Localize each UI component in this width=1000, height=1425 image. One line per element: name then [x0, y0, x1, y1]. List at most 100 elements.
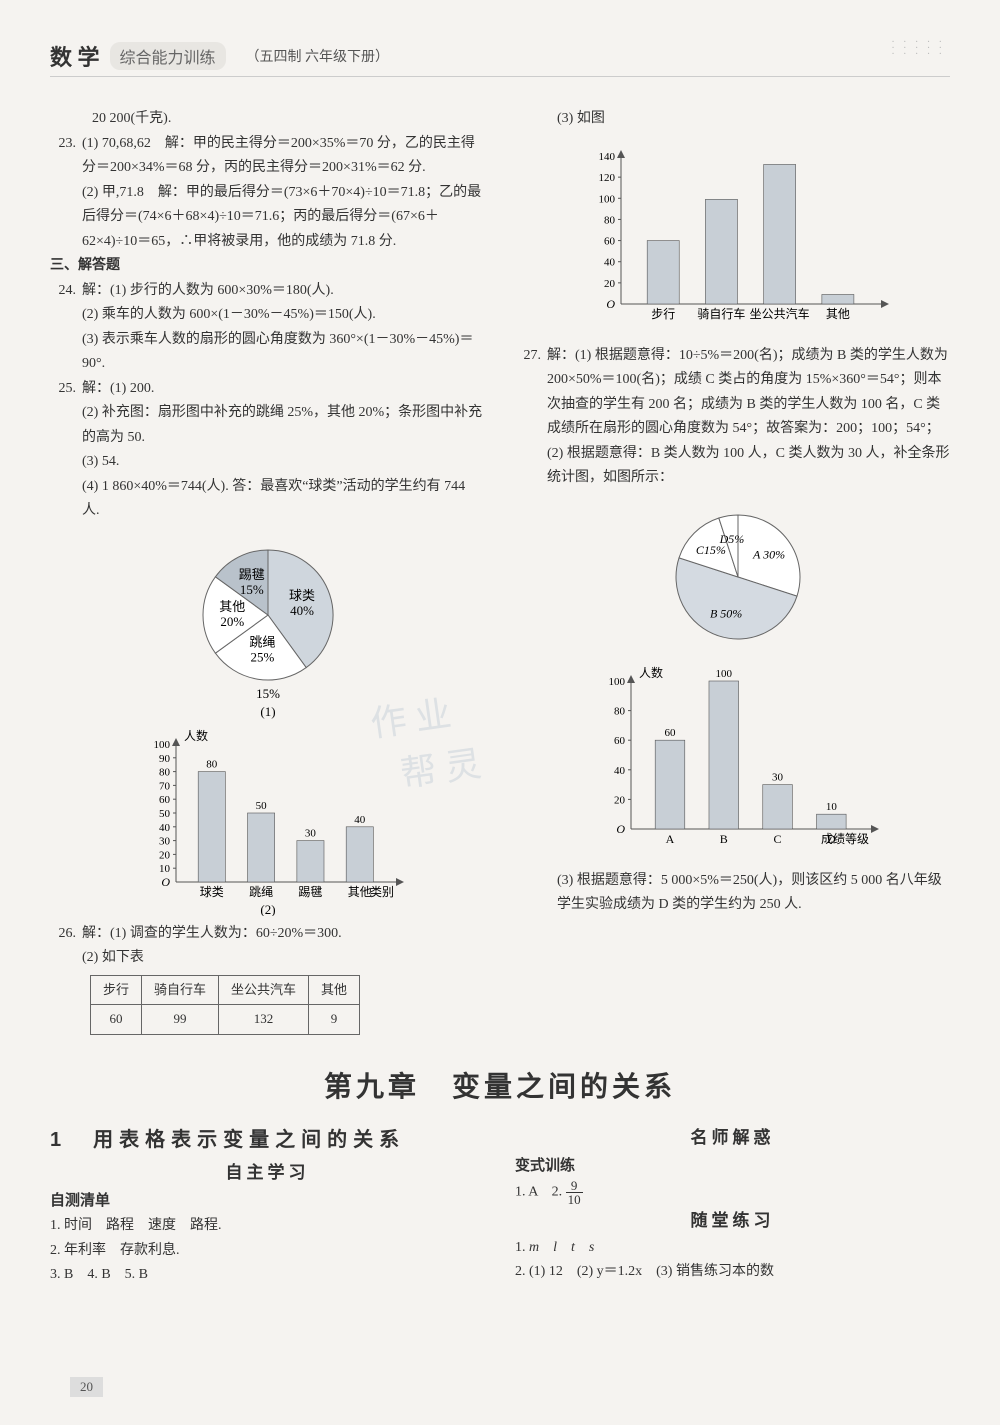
st1: 1. m l t s [515, 1236, 950, 1261]
q25-a: 解：(1) 200. [82, 377, 485, 402]
question-25: 25. 解：(1) 200. (2) 补充图：扇形图中补充的跳绳 25%，其他 … [50, 377, 485, 524]
table-header: 步行 [91, 975, 142, 1005]
svg-text:球类: 球类 [199, 885, 223, 899]
suitang-heading: 随堂练习 [515, 1206, 950, 1236]
page-header: 数 学 综合能力训练 （五四制 六年级下册） [50, 40, 950, 77]
svg-text:A 30%: A 30% [752, 547, 785, 561]
svg-text:人数: 人数 [639, 665, 663, 680]
svg-text:(2): (2) [260, 902, 275, 916]
q24-c: (3) 表示乘车人数的扇形的圆心角度数为 360°×(1－30%－45%)＝90… [82, 328, 485, 377]
svg-text:A: A [665, 832, 674, 846]
chapter-title: 第九章 变量之间的关系 [50, 1065, 950, 1105]
bl1: 1. 时间 路程 速度 路程. [50, 1214, 485, 1239]
svg-text:15%: 15% [239, 582, 263, 597]
q24-a: 解：(1) 步行的人数为 600×30%＝180(人). [82, 279, 485, 304]
q27-pie-chart: A 30%B 50%C15%D5% [643, 497, 823, 657]
svg-text:10: 10 [825, 801, 837, 813]
st1-num: 1. [515, 1240, 529, 1255]
svg-text:40: 40 [159, 821, 171, 833]
svg-text:100: 100 [608, 676, 625, 688]
table-header: 坐公共汽车 [219, 975, 309, 1005]
q26-bar-chart: 20406080100120140O步行骑自行车坐公共汽车其他 [573, 138, 893, 338]
svg-text:20: 20 [159, 849, 171, 861]
q26-num: 26. [50, 922, 82, 971]
svg-text:其他: 其他 [219, 599, 245, 614]
st2: 2. (1) 12 (2) y＝1.2x (3) 销售练习本的数 [515, 1260, 950, 1285]
bottom-columns: 1 用表格表示变量之间的关系 自主学习 自测清单 1. 时间 路程 速度 路程.… [50, 1123, 950, 1288]
svg-text:踢毽: 踢毽 [298, 885, 322, 899]
frac-num: 9 [566, 1179, 583, 1193]
svg-text:跳绳: 跳绳 [249, 885, 273, 899]
svg-text:70: 70 [159, 780, 171, 792]
bl2: 2. 年利率 存款利息. [50, 1239, 485, 1264]
q25-d: (4) 1 860×40%＝744(人). 答：最喜欢“球类”活动的学生约有 7… [82, 475, 485, 524]
bs1a: 1. A 2. [515, 1185, 566, 1200]
svg-text:10: 10 [159, 863, 171, 875]
svg-text:120: 120 [598, 172, 615, 184]
svg-text:跳绳: 跳绳 [249, 634, 275, 649]
svg-text:O: O [606, 297, 615, 311]
svg-text:骑自行车: 骑自行车 [697, 306, 745, 321]
svg-text:80: 80 [614, 705, 626, 717]
book-title: 综合能力训练 [110, 42, 226, 70]
mingshi-heading: 名师解惑 [515, 1123, 950, 1153]
svg-text:40%: 40% [290, 602, 314, 617]
svg-text:60: 60 [664, 727, 676, 739]
svg-text:60: 60 [614, 735, 626, 747]
svg-text:50: 50 [159, 808, 171, 820]
table-cell: 9 [309, 1005, 360, 1035]
bottom-left: 1 用表格表示变量之间的关系 自主学习 自测清单 1. 时间 路程 速度 路程.… [50, 1123, 485, 1288]
svg-text:100: 100 [715, 668, 732, 680]
svg-text:100: 100 [153, 739, 170, 751]
q27-num: 27. [515, 344, 547, 491]
question-23: 23. (1) 70,68,62 解：甲的民主得分＝200×35%＝70 分，乙… [50, 132, 485, 255]
q26-a: 解：(1) 调查的学生人数为：60÷20%＝300. [82, 922, 485, 947]
svg-text:140: 140 [598, 151, 615, 163]
svg-text:C: C [773, 832, 781, 846]
q27-bar-chart: 20406080100O人数成绩等级A60B100C30D10 [583, 663, 883, 863]
frac-den: 10 [566, 1193, 583, 1206]
svg-text:O: O [616, 822, 625, 836]
svg-text:15%: 15% [256, 686, 280, 701]
svg-text:类别: 类别 [369, 885, 393, 899]
svg-text:30: 30 [304, 827, 316, 839]
subject-title: 数 学 [50, 40, 100, 72]
svg-text:25%: 25% [250, 649, 274, 664]
decorative-dots: · · · · ·· · · · ·· · · · · [891, 40, 945, 58]
q25-pie-chart: 球类40%跳绳25%其他20%踢毽15%15%(1) [168, 530, 368, 720]
line-20200: 20 200(千克). [50, 107, 485, 132]
fraction-9-10: 9 10 [566, 1179, 583, 1206]
bl3: 3. B 4. B 5. B [50, 1263, 485, 1288]
svg-text:20: 20 [604, 277, 616, 289]
question-27: 27. 解：(1) 根据题意得：10÷5%＝200(名)；成绩为 B 类的学生人… [515, 344, 950, 491]
zizhu-heading: 自主学习 [50, 1158, 485, 1188]
q27-c: (3) 根据题意得：5 000×5%＝250(人)，则该区约 5 000 名八年… [515, 869, 950, 918]
q24-b: (2) 乘车的人数为 600×(1－30%－45%)＝150(人). [82, 303, 485, 328]
svg-text:踢毽: 踢毽 [238, 567, 264, 582]
svg-text:B 50%: B 50% [709, 606, 741, 620]
q24-num: 24. [50, 279, 82, 377]
q27-b: (2) 根据题意得：B 类人数为 100 人，C 类人数为 30 人，补全条形统… [547, 442, 950, 491]
q26-b: (2) 如下表 [82, 946, 485, 971]
svg-text:60: 60 [604, 235, 616, 247]
q25-b: (2) 补充图：扇形图中补充的跳绳 25%，其他 20%；条形图中补充的高为 5… [82, 401, 485, 450]
svg-text:坐公共汽车: 坐公共汽车 [749, 306, 809, 321]
q27-a: 解：(1) 根据题意得：10÷5%＝200(名)；成绩为 B 类的学生人数为 2… [547, 344, 950, 442]
q25-bar-chart: 102030405060708090100O人数类别球类80跳绳50踢毽30其他… [128, 726, 408, 916]
svg-text:40: 40 [614, 764, 626, 776]
svg-text:30: 30 [772, 771, 784, 783]
svg-text:80: 80 [159, 766, 171, 778]
section-3-title: 三、解答题 [50, 254, 485, 279]
table-header: 其他 [309, 975, 360, 1005]
left-column: 20 200(千克). 23. (1) 70,68,62 解：甲的民主得分＝20… [50, 107, 485, 1039]
svg-text:20%: 20% [220, 614, 244, 629]
svg-text:20: 20 [614, 794, 626, 806]
q26-part3-label: (3) 如图 [515, 107, 950, 132]
section-1-heading: 1 用表格表示变量之间的关系 [50, 1123, 485, 1158]
table-header: 骑自行车 [142, 975, 219, 1005]
svg-text:球类: 球类 [288, 587, 314, 602]
svg-text:100: 100 [598, 193, 615, 205]
svg-text:40: 40 [604, 256, 616, 268]
bianshi-heading: 变式训练 [515, 1153, 950, 1179]
q26-table: 步行骑自行车坐公共汽车其他 60991329 [90, 975, 360, 1036]
